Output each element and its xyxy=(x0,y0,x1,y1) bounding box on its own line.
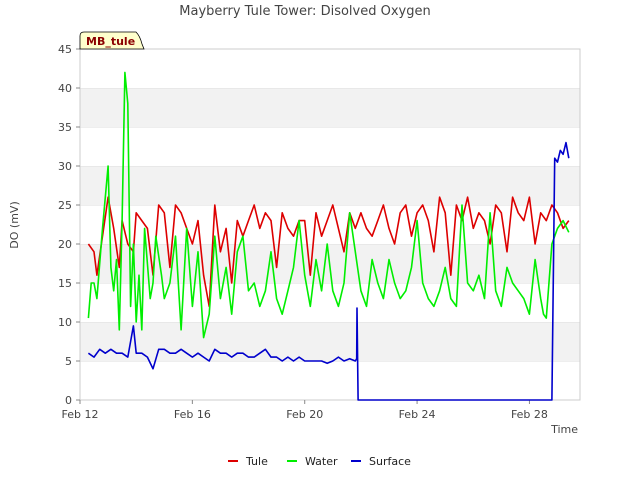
x-axis: Feb 12 Feb 16 Feb 20 Feb 24 Feb 28 xyxy=(62,400,548,421)
y-axis-label: DO (mV) xyxy=(8,201,21,248)
y-tick-label: 40 xyxy=(58,82,72,95)
y-tick-label: 5 xyxy=(65,355,72,368)
x-tick-label: Feb 12 xyxy=(62,408,99,421)
badge-label: MB_tule xyxy=(86,35,135,48)
series-line-surface xyxy=(87,141,570,401)
y-tick-label: 0 xyxy=(65,394,72,407)
x-tick-label: Feb 28 xyxy=(511,408,548,421)
y-tick-label: 20 xyxy=(58,238,72,251)
x-tick-label: Feb 20 xyxy=(286,408,323,421)
series-line-water xyxy=(87,71,570,339)
grid-band xyxy=(80,283,580,322)
grid-band xyxy=(80,166,580,205)
plot-area xyxy=(79,48,581,401)
badge: MB_tule xyxy=(79,31,145,50)
grid-band xyxy=(80,322,580,361)
y-tick-label: 10 xyxy=(58,316,72,329)
legend-label-tule: Tule xyxy=(245,455,268,468)
badge-shape xyxy=(79,31,145,50)
grid-band xyxy=(80,361,580,400)
series-line-tule xyxy=(87,196,570,308)
y-tick-label: 45 xyxy=(58,43,72,56)
legend-label-water: Water xyxy=(305,455,338,468)
y-tick-label: 35 xyxy=(58,121,72,134)
grid-band xyxy=(80,49,580,88)
y-tick-label: 25 xyxy=(58,199,72,212)
chart-title: Mayberry Tule Tower: Disolved Oxygen xyxy=(179,4,430,19)
grid-bands xyxy=(80,48,580,400)
grid-band xyxy=(80,127,580,166)
y-axis: 0 5 10 15 20 25 30 35 40 45 xyxy=(58,43,80,407)
y-tick-label: 30 xyxy=(58,160,72,173)
x-axis-label: Time xyxy=(550,423,578,436)
legend-label-surface: Surface xyxy=(369,455,411,468)
legend: Tule Water Surface xyxy=(228,455,411,468)
grid-band xyxy=(80,88,580,127)
x-tick-label: Feb 24 xyxy=(399,408,436,421)
y-tick-label: 15 xyxy=(58,277,72,290)
x-tick-label: Feb 16 xyxy=(174,408,211,421)
series-layer xyxy=(87,71,570,401)
